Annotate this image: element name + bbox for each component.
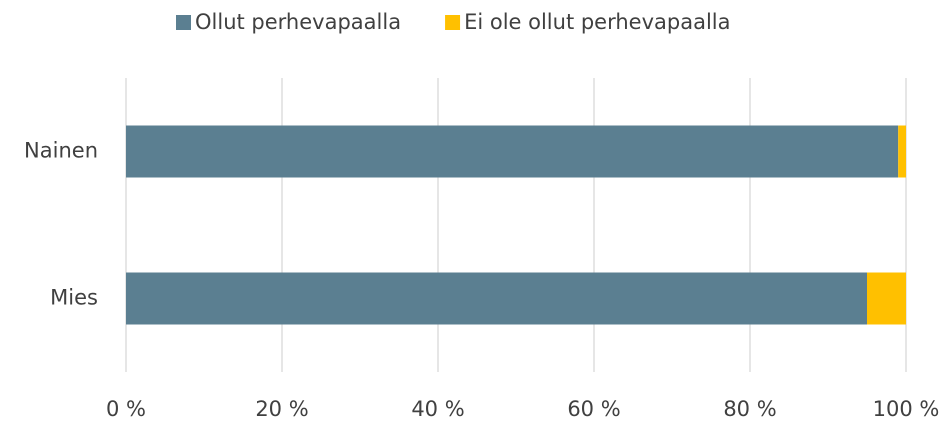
legend-swatch bbox=[176, 15, 191, 30]
legend-label: Ollut perhevapaalla bbox=[195, 10, 401, 34]
bar-segment bbox=[898, 125, 906, 178]
y-tick-label: Mies bbox=[50, 286, 98, 310]
legend-label: Ei ole ollut perhevapaalla bbox=[464, 10, 730, 34]
x-tick-label: 0 % bbox=[106, 397, 146, 421]
x-tick-label: 60 % bbox=[567, 397, 620, 421]
x-tick-label: 20 % bbox=[255, 397, 308, 421]
y-tick-label: Nainen bbox=[24, 139, 98, 163]
legend-swatch bbox=[445, 15, 461, 30]
x-tick-label: 80 % bbox=[723, 397, 776, 421]
bar-segment bbox=[126, 125, 899, 178]
bar-segment bbox=[867, 272, 906, 325]
x-tick-label: 40 % bbox=[411, 397, 464, 421]
bar-segment bbox=[126, 272, 867, 325]
x-tick-label: 100 % bbox=[873, 397, 940, 421]
